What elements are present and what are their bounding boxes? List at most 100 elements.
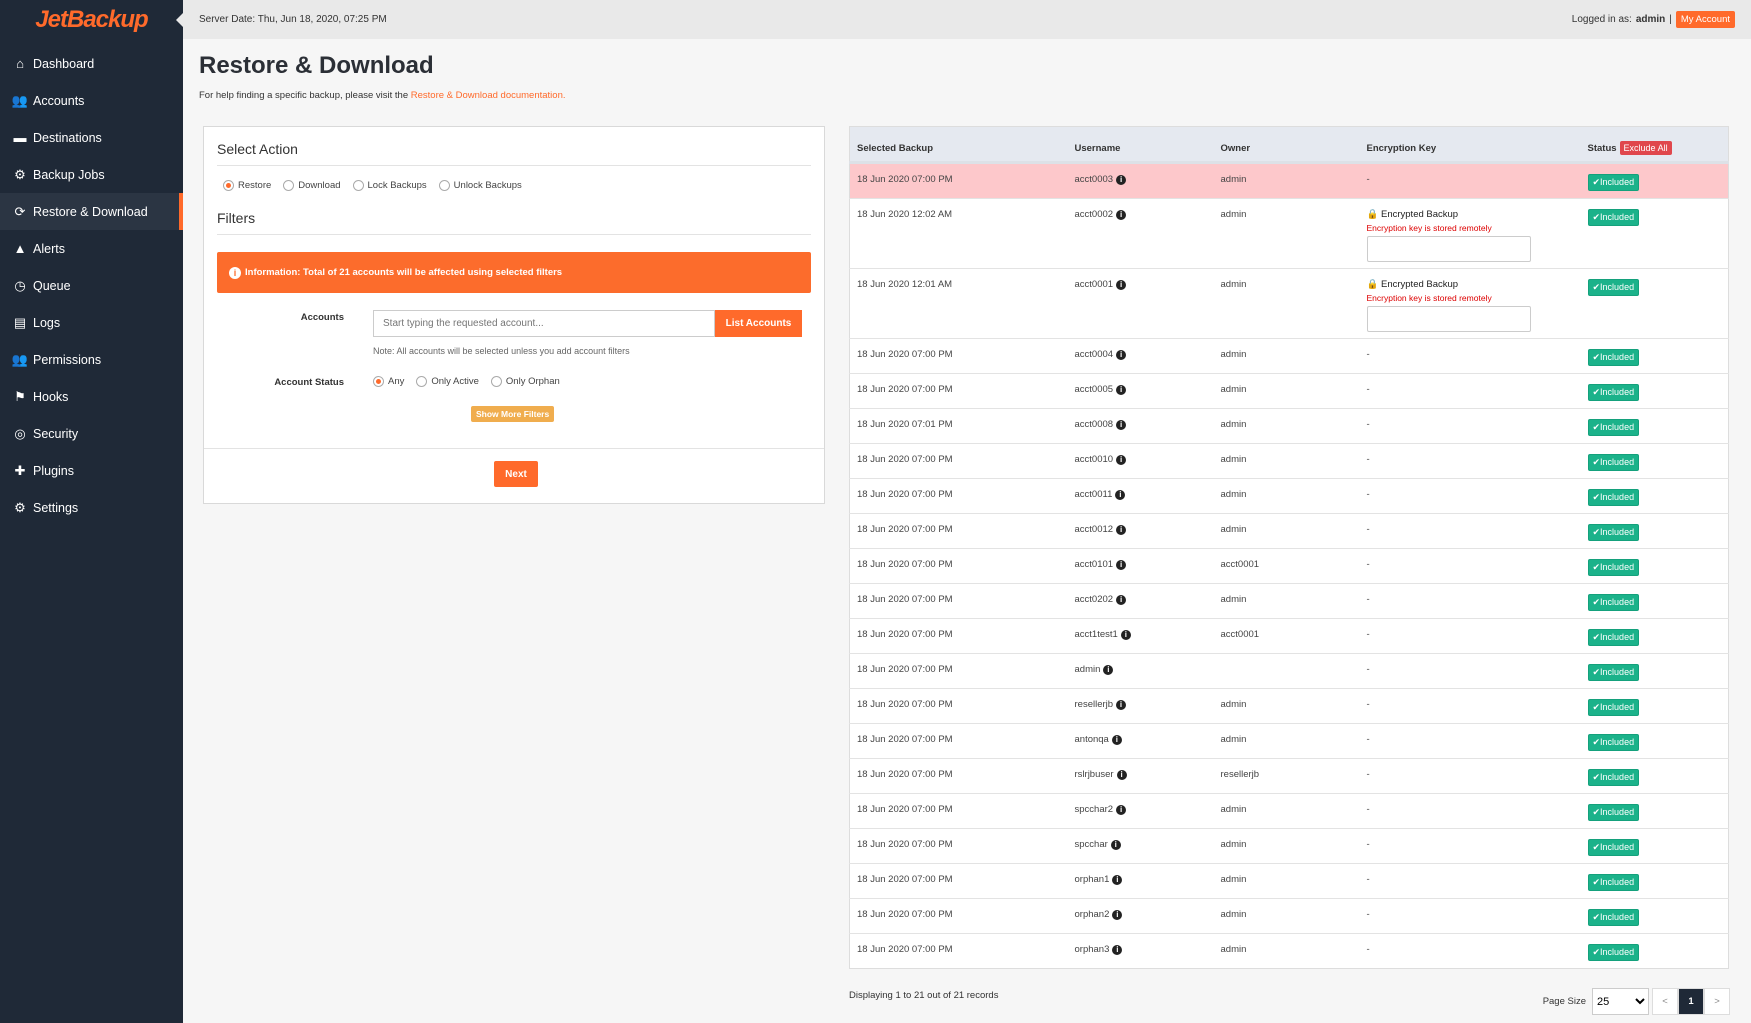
table-row[interactable]: 18 Jun 2020 12:01 AM acct0001 i admin 🔒 E… bbox=[849, 268, 1729, 339]
info-icon[interactable]: i bbox=[1120, 630, 1131, 640]
table-row[interactable]: 18 Jun 2020 12:02 AM acct0002 i admin 🔒 E… bbox=[849, 198, 1729, 269]
included-toggle-button[interactable]: ✔Included bbox=[1587, 419, 1640, 436]
info-icon[interactable]: i bbox=[1116, 525, 1127, 535]
documentation-link[interactable]: Restore & Download documentation. bbox=[410, 90, 566, 101]
prev-page-button[interactable]: < bbox=[1652, 988, 1678, 1015]
info-icon[interactable]: i bbox=[1116, 350, 1127, 360]
info-icon[interactable]: i bbox=[1116, 420, 1127, 430]
info-icon[interactable]: i bbox=[1116, 455, 1127, 465]
status-radio-only-orphan[interactable]: Only Orphan bbox=[490, 376, 560, 387]
included-toggle-button[interactable]: ✔Included bbox=[1587, 559, 1640, 576]
info-icon[interactable]: i bbox=[1116, 210, 1127, 220]
info-icon[interactable]: i bbox=[1110, 840, 1121, 850]
info-icon[interactable]: i bbox=[1112, 875, 1123, 885]
table-row[interactable]: 18 Jun 2020 07:00 PM acct0202 i admin - ✔… bbox=[849, 583, 1729, 619]
status-radio-any[interactable]: Any bbox=[373, 376, 404, 387]
radio-icon[interactable] bbox=[352, 180, 364, 191]
table-row[interactable]: 18 Jun 2020 07:00 PM acct0101 i acct0001 … bbox=[849, 548, 1729, 584]
info-icon[interactable]: i bbox=[1116, 385, 1127, 395]
next-button[interactable]: Next bbox=[494, 461, 538, 487]
sidebar-item-plugins[interactable]: ✚ Plugins bbox=[0, 452, 183, 489]
info-icon[interactable]: i bbox=[1103, 665, 1114, 675]
included-toggle-button[interactable]: ✔Included bbox=[1587, 384, 1640, 401]
table-row[interactable]: 18 Jun 2020 07:00 PM spcchar i admin - ✔I… bbox=[849, 828, 1729, 864]
page-1-button[interactable]: 1 bbox=[1678, 988, 1704, 1015]
action-radio-download[interactable]: Download bbox=[283, 180, 341, 191]
included-toggle-button[interactable]: ✔Included bbox=[1587, 594, 1640, 611]
accounts-search-input[interactable] bbox=[373, 310, 715, 337]
action-radio-lock-backups[interactable]: Lock Backups bbox=[352, 180, 427, 191]
table-row[interactable]: 18 Jun 2020 07:00 PM antonqa i admin - ✔I… bbox=[849, 723, 1729, 759]
info-icon[interactable]: i bbox=[1116, 770, 1127, 780]
included-toggle-button[interactable]: ✔Included bbox=[1587, 664, 1640, 681]
info-icon[interactable]: i bbox=[1116, 175, 1127, 185]
radio-icon[interactable] bbox=[490, 376, 502, 387]
included-toggle-button[interactable]: ✔Included bbox=[1587, 699, 1640, 716]
included-toggle-button[interactable]: ✔Included bbox=[1587, 769, 1640, 786]
sidebar-item-security[interactable]: ◎ Security bbox=[0, 415, 183, 452]
table-row[interactable]: 18 Jun 2020 07:00 PM rslrjbuser i reselle… bbox=[849, 758, 1729, 794]
info-icon[interactable]: i bbox=[1116, 560, 1127, 570]
table-row[interactable]: 18 Jun 2020 07:00 PM admin i - ✔Included bbox=[849, 653, 1729, 689]
encryption-key-input[interactable] bbox=[1366, 236, 1531, 262]
included-toggle-button[interactable]: ✔Included bbox=[1587, 944, 1640, 961]
info-icon[interactable]: i bbox=[1116, 280, 1127, 290]
next-page-button[interactable]: > bbox=[1704, 988, 1730, 1015]
info-icon[interactable]: i bbox=[1111, 735, 1122, 745]
included-toggle-button[interactable]: ✔Included bbox=[1587, 524, 1640, 541]
table-row[interactable]: 18 Jun 2020 07:00 PM resellerjb i admin -… bbox=[849, 688, 1729, 724]
table-row[interactable]: 18 Jun 2020 07:00 PM acct0004 i admin - ✔… bbox=[849, 338, 1729, 374]
included-toggle-button[interactable]: ✔Included bbox=[1587, 279, 1640, 296]
table-row[interactable]: 18 Jun 2020 07:00 PM spcchar2 i admin - ✔… bbox=[849, 793, 1729, 829]
included-toggle-button[interactable]: ✔Included bbox=[1587, 734, 1640, 751]
info-icon[interactable]: i bbox=[1115, 490, 1126, 500]
included-toggle-button[interactable]: ✔Included bbox=[1587, 454, 1640, 471]
info-icon[interactable]: i bbox=[1112, 945, 1123, 955]
table-row[interactable]: 18 Jun 2020 07:00 PM acct0003 i admin - ✔… bbox=[849, 162, 1729, 199]
table-row[interactable]: 18 Jun 2020 07:00 PM orphan2 i admin - ✔I… bbox=[849, 898, 1729, 934]
sidebar-item-destinations[interactable]: ▬ Destinations bbox=[0, 119, 183, 156]
exclude-all-button[interactable]: Exclude All bbox=[1619, 141, 1672, 155]
included-toggle-button[interactable]: ✔Included bbox=[1587, 489, 1640, 506]
included-toggle-button[interactable]: ✔Included bbox=[1587, 209, 1640, 226]
sidebar-item-alerts[interactable]: ▲ Alerts bbox=[0, 230, 183, 267]
jetbackup-logo[interactable]: JetBackup bbox=[0, 0, 184, 39]
sidebar-item-dashboard[interactable]: ⌂ Dashboard bbox=[0, 45, 183, 82]
table-row[interactable]: 18 Jun 2020 07:00 PM orphan1 i admin - ✔I… bbox=[849, 863, 1729, 899]
my-account-button[interactable]: My Account bbox=[1675, 11, 1735, 28]
included-toggle-button[interactable]: ✔Included bbox=[1587, 839, 1640, 856]
page-size-select[interactable]: 25 bbox=[1592, 988, 1649, 1015]
table-row[interactable]: 18 Jun 2020 07:00 PM orphan3 i admin - ✔I… bbox=[849, 933, 1729, 969]
info-icon[interactable]: i bbox=[1112, 910, 1123, 920]
table-row[interactable]: 18 Jun 2020 07:00 PM acct0005 i admin - ✔… bbox=[849, 373, 1729, 409]
sidebar-item-restore-download[interactable]: ⟳ Restore & Download bbox=[0, 193, 183, 230]
encryption-key-input[interactable] bbox=[1366, 306, 1531, 332]
sidebar-item-accounts[interactable]: 👥 Accounts bbox=[0, 82, 183, 119]
included-toggle-button[interactable]: ✔Included bbox=[1587, 874, 1640, 891]
info-icon[interactable]: i bbox=[1116, 805, 1127, 815]
sidebar-item-permissions[interactable]: 👥 Permissions bbox=[0, 341, 183, 378]
action-radio-unlock-backups[interactable]: Unlock Backups bbox=[438, 180, 522, 191]
sidebar-item-queue[interactable]: ◷ Queue bbox=[0, 267, 183, 304]
table-row[interactable]: 18 Jun 2020 07:00 PM acct0010 i admin - ✔… bbox=[849, 443, 1729, 479]
table-row[interactable]: 18 Jun 2020 07:01 PM acct0008 i admin - ✔… bbox=[849, 408, 1729, 444]
status-radio-only-active[interactable]: Only Active bbox=[416, 376, 479, 387]
included-toggle-button[interactable]: ✔Included bbox=[1587, 174, 1640, 191]
info-icon[interactable]: i bbox=[1116, 700, 1127, 710]
radio-icon[interactable] bbox=[283, 180, 295, 191]
info-icon[interactable]: i bbox=[1116, 595, 1127, 605]
list-accounts-button[interactable]: List Accounts bbox=[715, 310, 802, 337]
table-row[interactable]: 18 Jun 2020 07:00 PM acct0012 i admin - ✔… bbox=[849, 513, 1729, 549]
table-row[interactable]: 18 Jun 2020 07:00 PM acct0011 i admin - ✔… bbox=[849, 478, 1729, 514]
sidebar-item-backup-jobs[interactable]: ⚙ Backup Jobs bbox=[0, 156, 183, 193]
sidebar-item-settings[interactable]: ⚙ Settings bbox=[0, 489, 183, 526]
table-row[interactable]: 18 Jun 2020 07:00 PM acct1test1 i acct000… bbox=[849, 618, 1729, 654]
radio-icon[interactable] bbox=[223, 180, 234, 191]
sidebar-item-logs[interactable]: ▤ Logs bbox=[0, 304, 183, 341]
radio-icon[interactable] bbox=[438, 180, 450, 191]
sidebar-item-hooks[interactable]: ⚑ Hooks bbox=[0, 378, 183, 415]
included-toggle-button[interactable]: ✔Included bbox=[1587, 349, 1640, 366]
radio-icon[interactable] bbox=[373, 376, 384, 387]
show-more-filters-button[interactable]: Show More Filters bbox=[471, 406, 555, 422]
action-radio-restore[interactable]: Restore bbox=[223, 180, 271, 191]
